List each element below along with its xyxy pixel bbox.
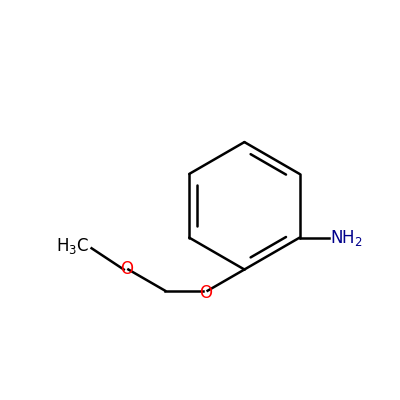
Text: O: O: [120, 260, 133, 278]
Text: H$_3$C: H$_3$C: [56, 236, 90, 256]
Text: O: O: [199, 284, 212, 302]
Text: NH$_2$: NH$_2$: [330, 228, 363, 248]
